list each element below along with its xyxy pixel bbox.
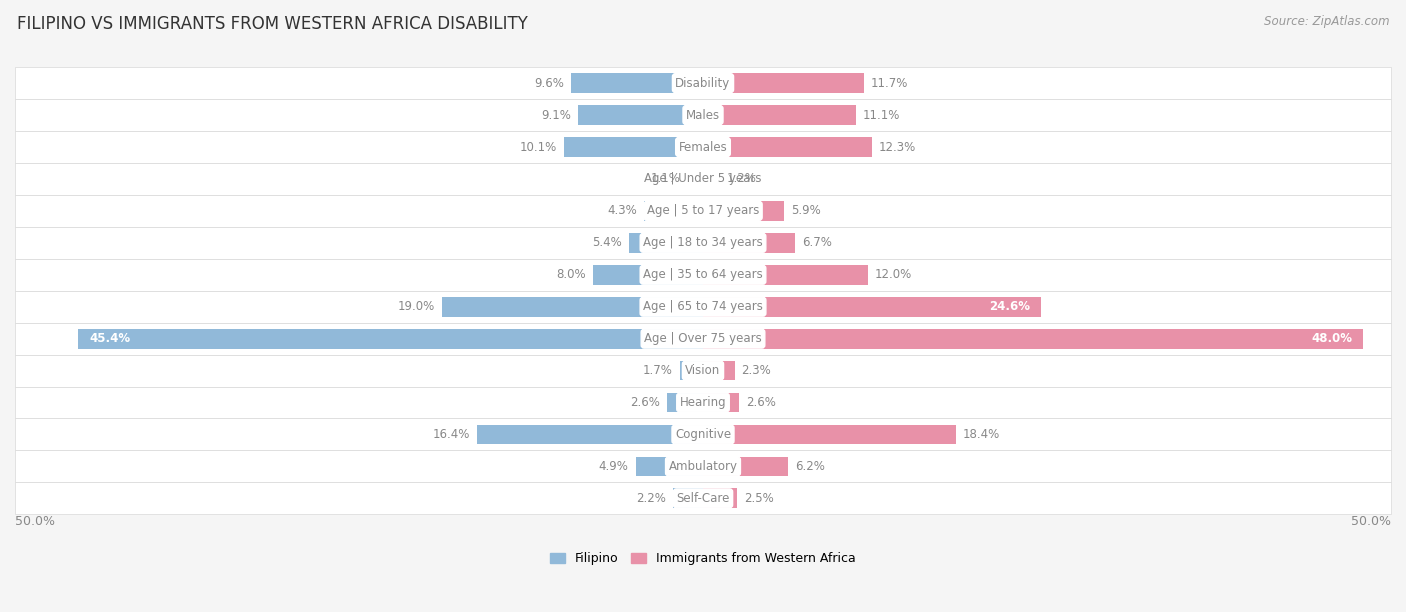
Bar	[703, 297, 1042, 316]
Bar	[688, 169, 703, 189]
Bar	[15, 354, 1391, 387]
Bar	[703, 488, 737, 508]
Bar	[703, 425, 956, 444]
Text: Age | Over 75 years: Age | Over 75 years	[644, 332, 762, 345]
Bar	[672, 488, 703, 508]
Text: 4.9%: 4.9%	[599, 460, 628, 473]
Text: 45.4%: 45.4%	[90, 332, 131, 345]
Bar	[578, 105, 703, 125]
Text: Disability: Disability	[675, 76, 731, 89]
Bar	[703, 360, 735, 381]
Text: Ambulatory: Ambulatory	[668, 460, 738, 473]
Bar	[703, 457, 789, 476]
Text: Vision: Vision	[685, 364, 721, 377]
Text: Hearing: Hearing	[679, 396, 727, 409]
Bar	[644, 201, 703, 221]
Bar	[15, 99, 1391, 131]
Bar	[703, 329, 1364, 349]
Text: 9.6%: 9.6%	[534, 76, 564, 89]
Text: 6.2%: 6.2%	[796, 460, 825, 473]
Text: 5.4%: 5.4%	[592, 236, 621, 249]
Text: Age | 18 to 34 years: Age | 18 to 34 years	[643, 236, 763, 249]
Text: 4.3%: 4.3%	[607, 204, 637, 217]
Bar	[15, 131, 1391, 163]
Text: 2.5%: 2.5%	[744, 492, 775, 505]
Text: 12.0%: 12.0%	[875, 268, 912, 282]
Bar	[15, 291, 1391, 323]
Text: 1.1%: 1.1%	[651, 173, 681, 185]
Text: 12.3%: 12.3%	[879, 141, 917, 154]
Text: 8.0%: 8.0%	[557, 268, 586, 282]
Bar	[15, 259, 1391, 291]
Legend: Filipino, Immigrants from Western Africa: Filipino, Immigrants from Western Africa	[546, 547, 860, 570]
Text: 5.9%: 5.9%	[792, 204, 821, 217]
Text: 1.7%: 1.7%	[643, 364, 672, 377]
Bar	[15, 387, 1391, 419]
Bar	[15, 419, 1391, 450]
Bar	[593, 265, 703, 285]
Text: Age | Under 5 years: Age | Under 5 years	[644, 173, 762, 185]
Bar	[441, 297, 703, 316]
Text: 2.6%: 2.6%	[630, 396, 661, 409]
Text: 6.7%: 6.7%	[801, 236, 832, 249]
Bar	[703, 393, 738, 412]
Text: 18.4%: 18.4%	[963, 428, 1000, 441]
Bar	[15, 195, 1391, 227]
Text: 50.0%: 50.0%	[15, 515, 55, 528]
Bar	[703, 105, 856, 125]
Bar	[15, 163, 1391, 195]
Bar	[79, 329, 703, 349]
Text: FILIPINO VS IMMIGRANTS FROM WESTERN AFRICA DISABILITY: FILIPINO VS IMMIGRANTS FROM WESTERN AFRI…	[17, 15, 527, 33]
Text: Age | 65 to 74 years: Age | 65 to 74 years	[643, 300, 763, 313]
Text: Males: Males	[686, 108, 720, 122]
Bar	[15, 67, 1391, 99]
Bar	[703, 73, 865, 93]
Bar	[477, 425, 703, 444]
Bar	[703, 233, 796, 253]
Bar	[15, 450, 1391, 482]
Bar	[703, 201, 785, 221]
Text: Age | 5 to 17 years: Age | 5 to 17 years	[647, 204, 759, 217]
Bar	[628, 233, 703, 253]
Bar	[636, 457, 703, 476]
Text: 11.1%: 11.1%	[863, 108, 900, 122]
Bar	[703, 137, 872, 157]
Bar	[703, 169, 720, 189]
Text: 10.1%: 10.1%	[520, 141, 557, 154]
Bar	[679, 360, 703, 381]
Bar	[15, 323, 1391, 354]
Text: 24.6%: 24.6%	[990, 300, 1031, 313]
Bar	[564, 137, 703, 157]
Bar	[571, 73, 703, 93]
Bar	[668, 393, 703, 412]
Bar	[703, 265, 868, 285]
Text: Age | 35 to 64 years: Age | 35 to 64 years	[643, 268, 763, 282]
Text: Source: ZipAtlas.com: Source: ZipAtlas.com	[1264, 15, 1389, 28]
Text: 2.3%: 2.3%	[741, 364, 772, 377]
Text: 9.1%: 9.1%	[541, 108, 571, 122]
Bar	[15, 227, 1391, 259]
Bar	[15, 482, 1391, 514]
Text: 2.6%: 2.6%	[745, 396, 776, 409]
Text: 1.2%: 1.2%	[727, 173, 756, 185]
Text: Cognitive: Cognitive	[675, 428, 731, 441]
Text: 19.0%: 19.0%	[398, 300, 434, 313]
Text: Self-Care: Self-Care	[676, 492, 730, 505]
Text: 50.0%: 50.0%	[1351, 515, 1391, 528]
Text: 48.0%: 48.0%	[1312, 332, 1353, 345]
Text: 11.7%: 11.7%	[870, 76, 908, 89]
Text: 16.4%: 16.4%	[433, 428, 471, 441]
Text: Females: Females	[679, 141, 727, 154]
Text: 2.2%: 2.2%	[636, 492, 666, 505]
